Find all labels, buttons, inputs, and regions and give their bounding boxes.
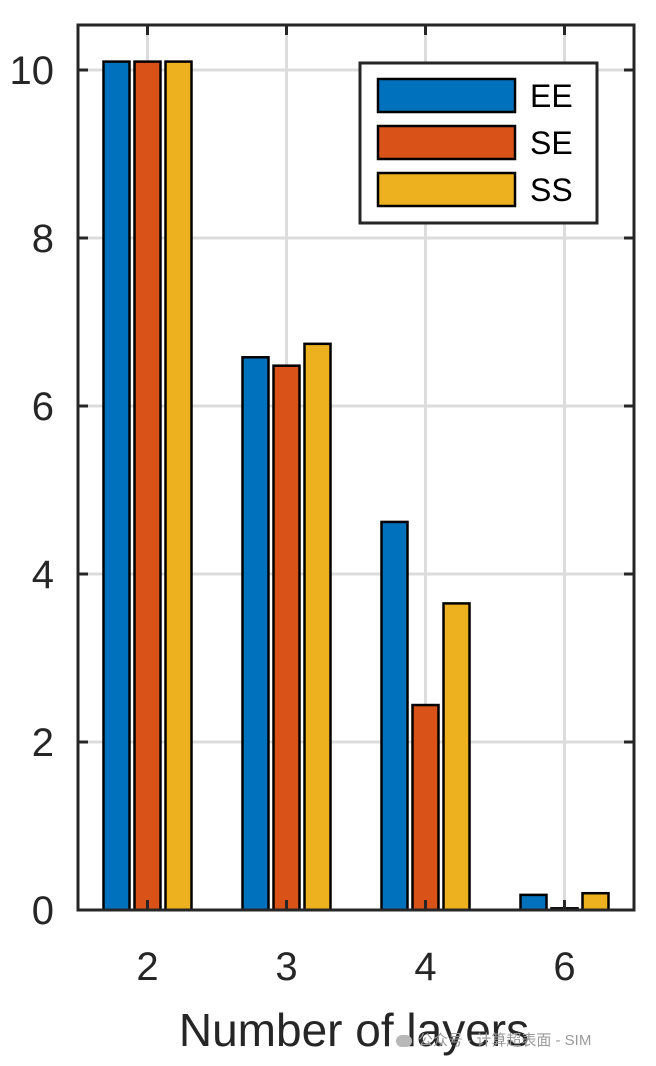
bar-EE-2 [102, 60, 131, 912]
bar-SE-3 [272, 364, 301, 912]
y-tick-label: 6 [32, 385, 54, 429]
x-tick-labels: 2 3 4 6 [136, 945, 575, 989]
bar-EE-4 [380, 520, 409, 912]
y-tick-label: 2 [32, 721, 54, 765]
y-tick-labels: 0 2 4 6 8 10 [10, 49, 55, 933]
bar-EE-6 [519, 893, 548, 912]
y-tick-label: 0 [32, 889, 54, 933]
y-tick-label: 10 [10, 49, 55, 93]
bar-SS-3 [303, 342, 332, 912]
y-tick-label: 8 [32, 217, 54, 261]
bars [102, 60, 610, 912]
legend-swatch-SS [376, 171, 517, 208]
wechat-icon [396, 1035, 412, 1048]
legend-swatch-SE [376, 124, 517, 161]
legend-label-SE: SE [530, 125, 573, 161]
bar-SS-6 [581, 891, 610, 912]
watermark-text: 公众号 · 计算超表面 - SIM [418, 1032, 592, 1049]
bar-SS-4 [442, 602, 471, 912]
legend: EE SE SS [358, 61, 599, 225]
legend-label-SS: SS [530, 172, 573, 208]
bar-SS-2 [164, 60, 193, 912]
bar-SE-4 [411, 703, 440, 912]
x-tick-label: 6 [553, 945, 575, 989]
watermark: 公众号 · 计算超表面 - SIM [396, 1029, 591, 1050]
legend-label-EE: EE [530, 78, 573, 114]
x-tick-label: 2 [136, 945, 158, 989]
x-tick-label: 4 [414, 945, 436, 989]
bar-EE-3 [241, 356, 270, 912]
x-tick-label: 3 [275, 945, 297, 989]
bar-SE-2 [133, 60, 162, 912]
y-tick-label: 4 [32, 553, 54, 597]
legend-swatch-EE [376, 77, 517, 114]
x-axis-title: Number of layers [179, 1004, 529, 1056]
plot-frame [76, 23, 636, 912]
tick-marks [78, 25, 634, 912]
